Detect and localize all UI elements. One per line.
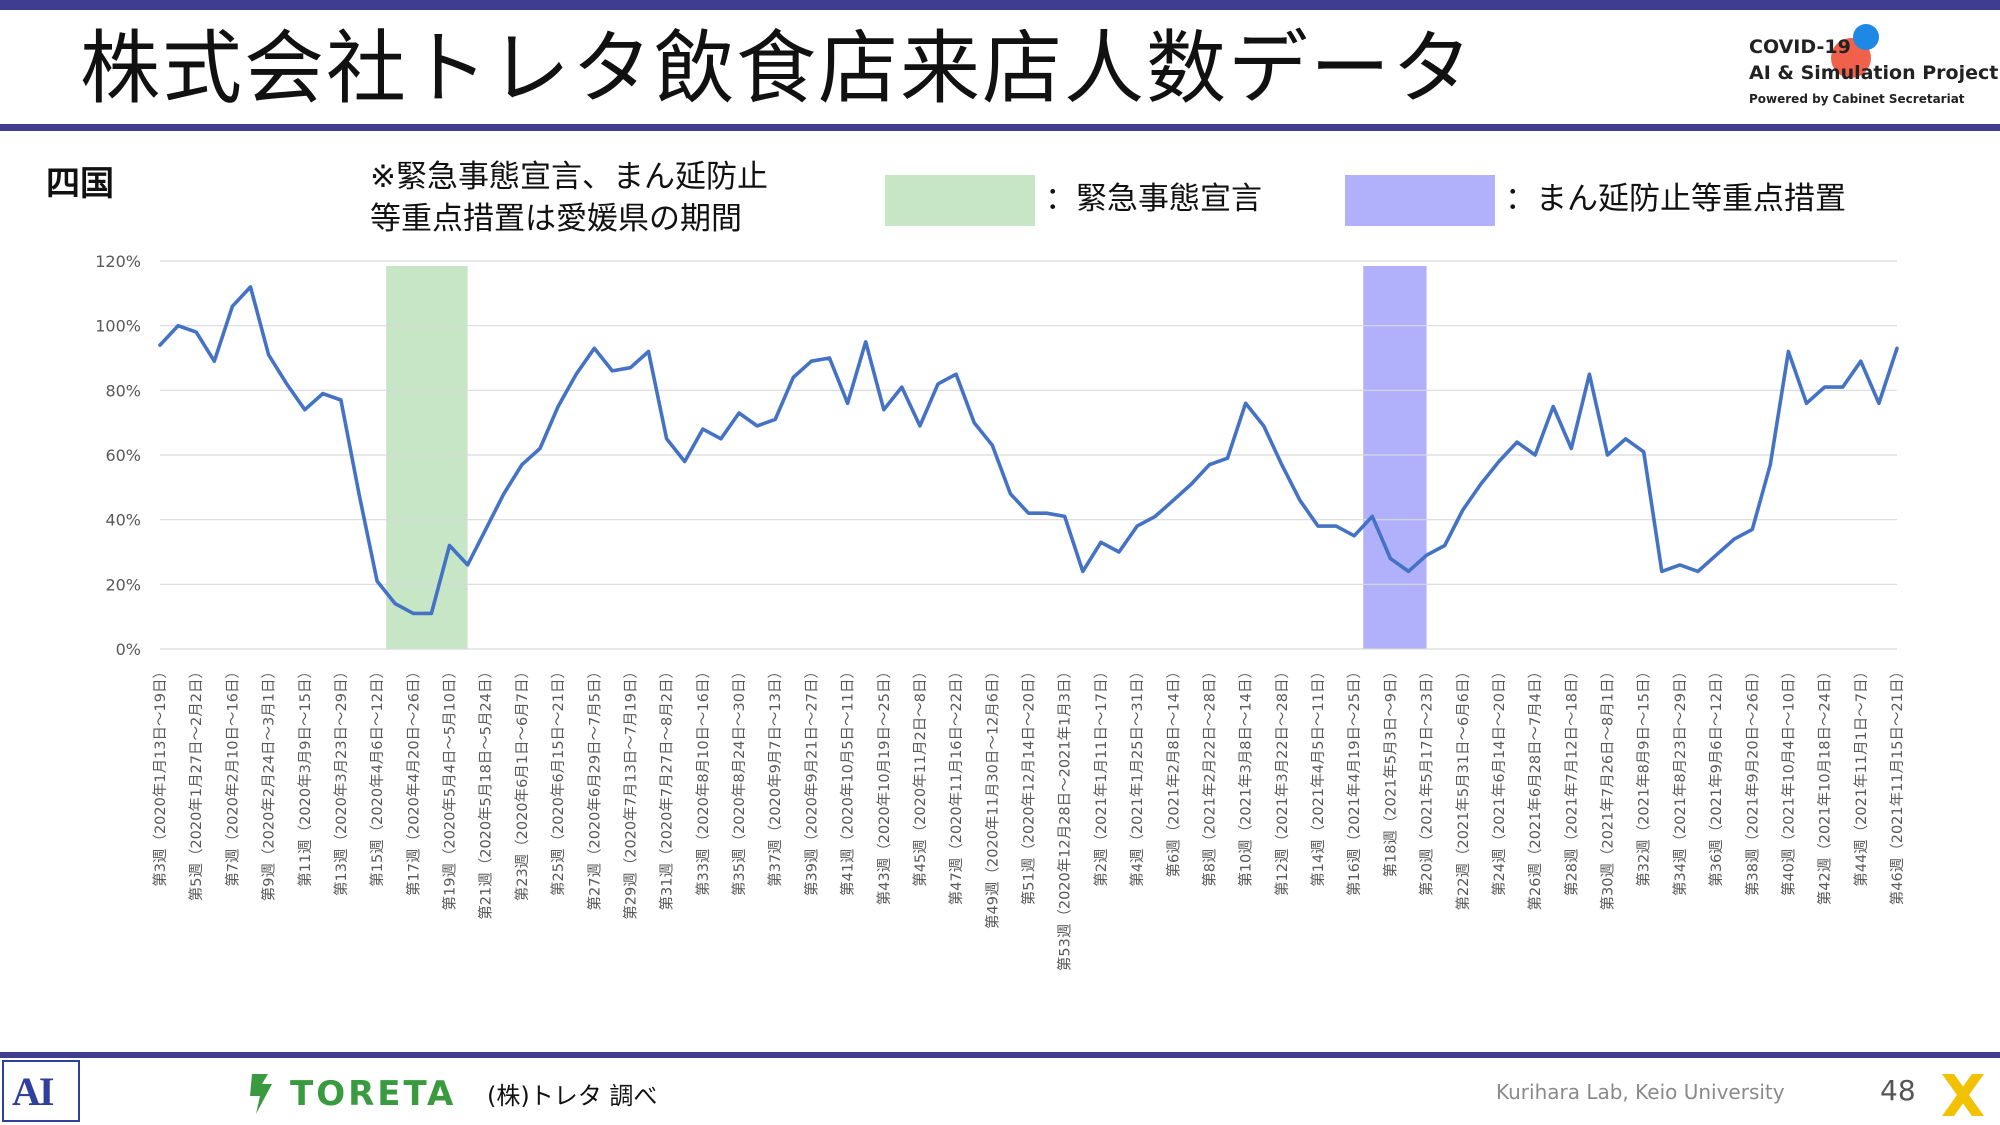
x-tick-label-17: 第37週（2020年9月7日～13日） <box>766 664 784 887</box>
x-tick-label-4: 第11週（2020年3月9日～15日） <box>296 664 314 887</box>
top-accent-bar <box>0 0 2000 10</box>
y-tick-label-2: 40% <box>105 511 141 530</box>
x-tick-label-35: 第20週（2021年5月17日～23日） <box>1418 664 1436 896</box>
y-tick-label-4: 80% <box>105 381 141 400</box>
x-tick-label-16: 第35週（2020年8月24日～30日） <box>730 664 748 896</box>
x-tick-label-38: 第26週（2021年6月28日～7月4日） <box>1526 664 1544 910</box>
x-tick-label-10: 第23週（2020年6月1日～6月7日） <box>513 664 531 901</box>
x-tick-label-12: 第27週（2020年6月29日～7月5日） <box>585 664 603 910</box>
legend-priority-label: ：まん延防止等重点措置 <box>1505 181 1846 217</box>
x-tick-label-25: 第53週（2020年12月28日～2021年1月3日） <box>1056 664 1074 971</box>
legend-emergency-swatch <box>885 175 1035 226</box>
x-tick-label-30: 第10週（2021年3月8日～14日） <box>1237 664 1255 887</box>
page-number: 48 <box>1880 1074 1916 1107</box>
x-tick-label-44: 第38週（2021年9月20日～26日） <box>1743 664 1761 896</box>
x-logo-icon <box>1942 1074 1984 1116</box>
x-tick-label-31: 第12週（2021年3月22日～28日） <box>1273 664 1291 896</box>
x-tick-label-2: 第7週（2020年2月10日～16日） <box>223 664 241 887</box>
x-tick-label-0: 第3週（2020年1月13日～19日） <box>151 664 169 887</box>
y-tick-label-5: 100% <box>95 317 141 336</box>
toreta-logo-text: TORETA <box>290 1074 457 1114</box>
source-note: (株)トレタ 調べ <box>487 1082 658 1110</box>
x-tick-label-41: 第32週（2021年8月9日～15日） <box>1635 664 1653 887</box>
logo-line2: AI & Simulation Project <box>1749 62 1999 84</box>
x-tick-label-28: 第6週（2021年2月8日～14日） <box>1164 664 1182 878</box>
toreta-leaf-icon <box>250 1074 272 1114</box>
period-note: ※緊急事態宣言、まん延防止 等重点措置は愛媛県の期間 <box>370 159 768 237</box>
legend-priority-swatch <box>1345 175 1495 226</box>
x-tick-label-23: 第49週（2020年11月30日～12月6日） <box>983 664 1001 929</box>
x-tick-label-48: 第46週（2021年11月15日～21日） <box>1888 664 1906 905</box>
x-tick-label-15: 第33週（2020年8月10日～16日） <box>694 664 712 896</box>
y-tick-label-3: 60% <box>105 446 141 465</box>
lab-credit: Kurihara Lab, Keio University <box>1496 1080 1785 1104</box>
title-underline-bar <box>0 124 2000 131</box>
x-tick-label-20: 第43週（2020年10月19日～25日） <box>875 664 893 905</box>
x-tick-label-42: 第34週（2021年8月23日～29日） <box>1671 664 1689 896</box>
x-tick-label-5: 第13週（2020年3月23日～29日） <box>332 664 350 896</box>
x-tick-label-3: 第9週（2020年2月24日～3月1日） <box>260 664 278 901</box>
x-tick-label-47: 第44週（2021年11月1日～7日） <box>1852 664 1870 887</box>
x-tick-label-8: 第19週（2020年5月4日～5月10日） <box>441 664 459 910</box>
x-tick-label-13: 第29週（2020年7月13日～7月19日） <box>621 664 639 920</box>
legend-emergency-label: ：緊急事態宣言 <box>1045 181 1262 217</box>
x-tick-label-43: 第36週（2021年9月6日～12日） <box>1707 664 1725 887</box>
footer-bar <box>0 1052 2000 1058</box>
x-tick-label-36: 第22週（2021年5月31日～6月6日） <box>1454 664 1472 910</box>
region-label: 四国 <box>46 164 114 204</box>
x-tick-label-29: 第8週（2021年2月22日～28日） <box>1200 664 1218 887</box>
x-tick-label-18: 第39週（2020年9月21日～27日） <box>802 664 820 896</box>
x-tick-label-27: 第4週（2021年1月25日～31日） <box>1128 664 1146 887</box>
y-tick-label-6: 120% <box>95 252 141 271</box>
x-tick-label-14: 第31週（2020年7月27日～8月2日） <box>658 664 676 910</box>
x-tick-label-24: 第51週（2020年12月14日～20日） <box>1020 664 1038 905</box>
x-tick-label-45: 第40週（2021年10月4日～10日） <box>1779 664 1797 896</box>
y-tick-label-0: 0% <box>116 640 141 659</box>
toreta-logo: TORETA <box>248 1072 453 1116</box>
x-tick-label-39: 第28週（2021年7月12日～18日） <box>1562 664 1580 896</box>
y-tick-label-1: 20% <box>105 575 141 594</box>
x-tick-label-22: 第47週（2020年11月16日～22日） <box>947 664 965 905</box>
x-tick-label-21: 第45週（2020年11月2日～8日） <box>911 664 929 887</box>
x-tick-label-11: 第25週（2020年6月15日～21日） <box>549 664 567 896</box>
x-tick-label-7: 第17週（2020年4月20日～26日） <box>404 664 422 896</box>
line-chart: 0% 20% 40% 60% 80% 100% 120% 第3週（2020年1月13日～19日… <box>95 252 1906 971</box>
series-line <box>158 285 1899 616</box>
shaded-period-0 <box>386 266 468 649</box>
x-tick-label-1: 第5週（2020年1月27日～2月2日） <box>187 664 205 901</box>
x-tick-label-33: 第16週（2021年4月19日～25日） <box>1345 664 1363 896</box>
blue-dot-icon <box>1853 24 1879 50</box>
kurihara-lab-logo: AI <box>2 1060 80 1122</box>
x-tick-label-19: 第41週（2020年10月5日～11日） <box>839 664 857 896</box>
ai-logo-text: AI <box>12 1069 54 1114</box>
x-tick-label-34: 第18週（2021年5月3日～9日） <box>1381 664 1399 878</box>
x-tick-label-32: 第14週（2021年4月5日～11日） <box>1309 664 1327 887</box>
x-tick-label-37: 第24週（2021年6月14日～20日） <box>1490 664 1508 896</box>
x-tick-label-6: 第15週（2020年4月6日～12日） <box>368 664 386 887</box>
page-title: 株式会社トレタ飲食店来店人数データ <box>80 22 1474 115</box>
covid-project-logo: COVID-19 AI & Simulation Project Powered… <box>1745 24 1998 116</box>
logo-line1: COVID-19 <box>1749 36 1851 58</box>
shaded-period-1 <box>1363 266 1427 649</box>
logo-line3: Powered by Cabinet Secretariat <box>1749 92 1965 106</box>
x-tick-label-9: 第21週（2020年5月18日～5月24日） <box>477 664 495 920</box>
x-tick-label-46: 第42週（2021年10月18日～24日） <box>1816 664 1834 905</box>
x-tick-label-40: 第30週（2021年7月26日～8月1日） <box>1599 664 1617 910</box>
x-tick-label-26: 第2週（2021年1月11日～17日） <box>1092 664 1110 887</box>
